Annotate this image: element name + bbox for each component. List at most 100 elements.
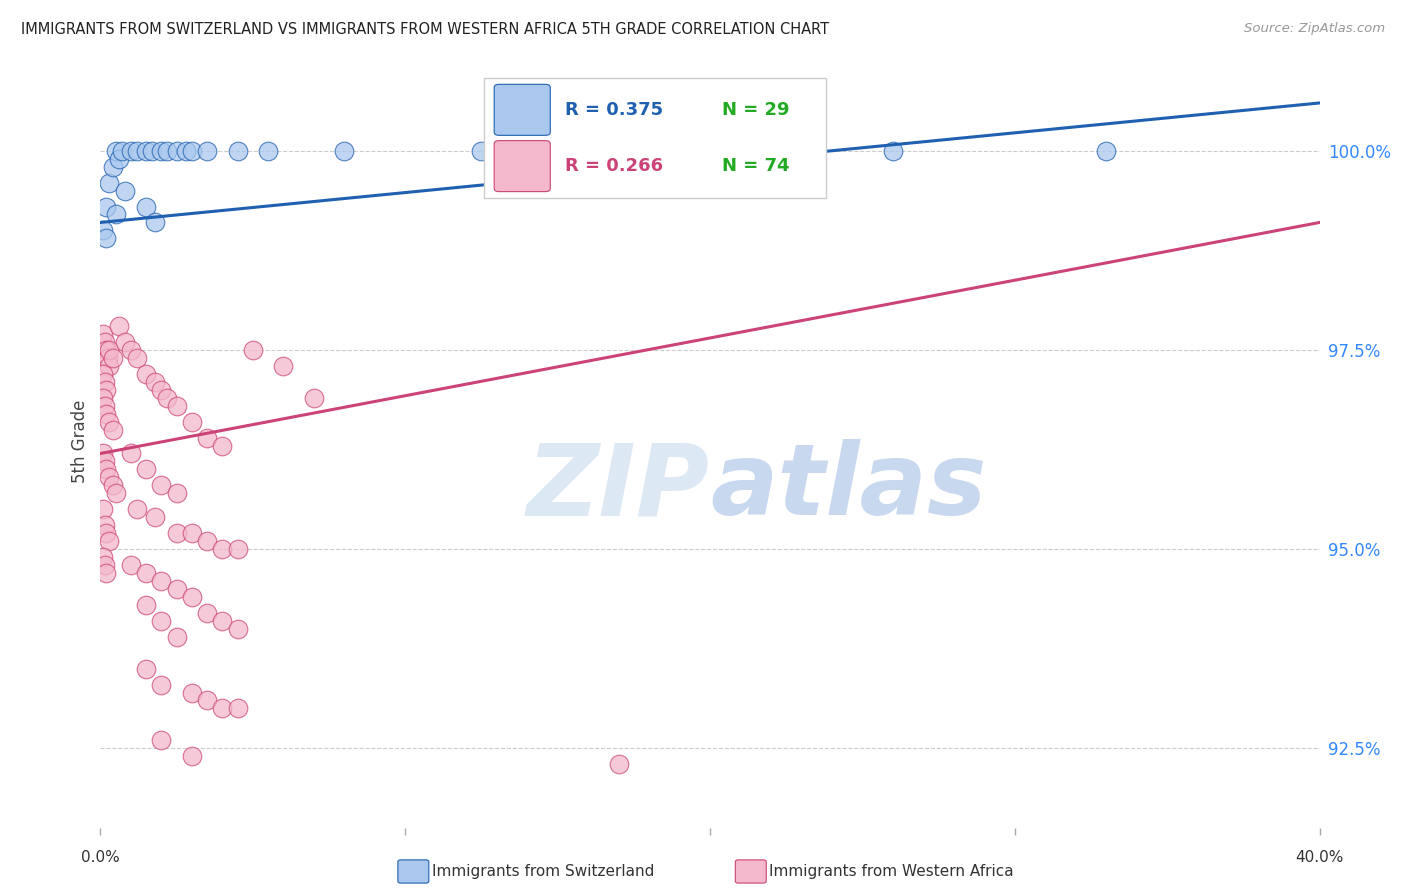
Point [104,207,127,221]
Point [143,375,166,389]
Text: Immigrants from Western Africa: Immigrants from Western Africa [769,864,1014,879]
Point [93,502,115,516]
Point [166,582,188,596]
Point [104,144,127,158]
Text: ZIP: ZIP [527,440,710,536]
Point [211,542,233,557]
Point [226,542,249,557]
Point [93,550,115,565]
Point [150,144,173,158]
Point [96,200,118,214]
Point [150,614,173,628]
Point [166,486,188,500]
Point [98,470,121,484]
Point [98,415,121,429]
Point [120,558,142,572]
Point [226,622,249,636]
Point [125,351,148,365]
Point [96,383,118,397]
Point [180,415,202,429]
Point [114,334,136,349]
Point [211,438,233,452]
Point [135,598,157,612]
Point [141,144,163,158]
Point [96,231,118,245]
Point [150,478,173,492]
Point [101,423,124,437]
Point [125,502,148,516]
Point [135,566,157,580]
Point [107,318,129,333]
Text: R = 0.266: R = 0.266 [565,157,664,175]
Point [166,526,188,541]
Point [93,326,115,341]
Point [271,359,294,373]
Point [180,526,202,541]
Point [180,685,202,699]
Point [166,144,188,158]
Point [94,334,117,349]
Point [96,343,118,357]
FancyBboxPatch shape [485,78,825,198]
Text: R = 0.375: R = 0.375 [565,101,664,119]
Point [195,144,218,158]
FancyBboxPatch shape [494,141,550,192]
Point [150,574,173,588]
Point [94,375,117,389]
Point [98,343,121,357]
Point [470,144,492,158]
Point [180,144,202,158]
Point [93,446,115,460]
Point [180,590,202,604]
Point [97,351,120,365]
Point [302,391,325,405]
Point [174,144,197,158]
Point [156,144,179,158]
Point [93,223,115,237]
Point [195,693,218,707]
Point [98,176,121,190]
Point [607,757,630,772]
Point [98,359,121,373]
Point [120,343,142,357]
Point [120,144,142,158]
Point [94,399,117,413]
Point [135,662,157,676]
Point [101,160,124,174]
Point [125,144,148,158]
Point [143,215,166,229]
Point [135,200,157,214]
Point [333,144,356,158]
Point [195,606,218,620]
Point [226,144,249,158]
Point [101,351,124,365]
Point [96,526,118,541]
Point [211,614,233,628]
Point [94,518,117,533]
Point [98,534,121,549]
Text: N = 29: N = 29 [723,101,790,119]
Point [1095,144,1118,158]
Point [96,462,118,476]
Point [107,152,129,166]
Text: 40.0%: 40.0% [1295,850,1344,865]
Point [143,510,166,524]
Point [166,630,188,644]
Point [257,144,280,158]
Point [242,343,264,357]
Point [226,701,249,715]
Point [111,144,134,158]
Point [166,399,188,413]
Point [195,431,218,445]
Point [638,144,661,158]
Point [114,184,136,198]
Point [882,144,904,158]
Point [135,367,157,381]
FancyBboxPatch shape [494,85,550,136]
Point [101,478,124,492]
Point [150,677,173,691]
Point [96,566,118,580]
Point [150,733,173,747]
Point [135,144,157,158]
Point [180,749,202,764]
